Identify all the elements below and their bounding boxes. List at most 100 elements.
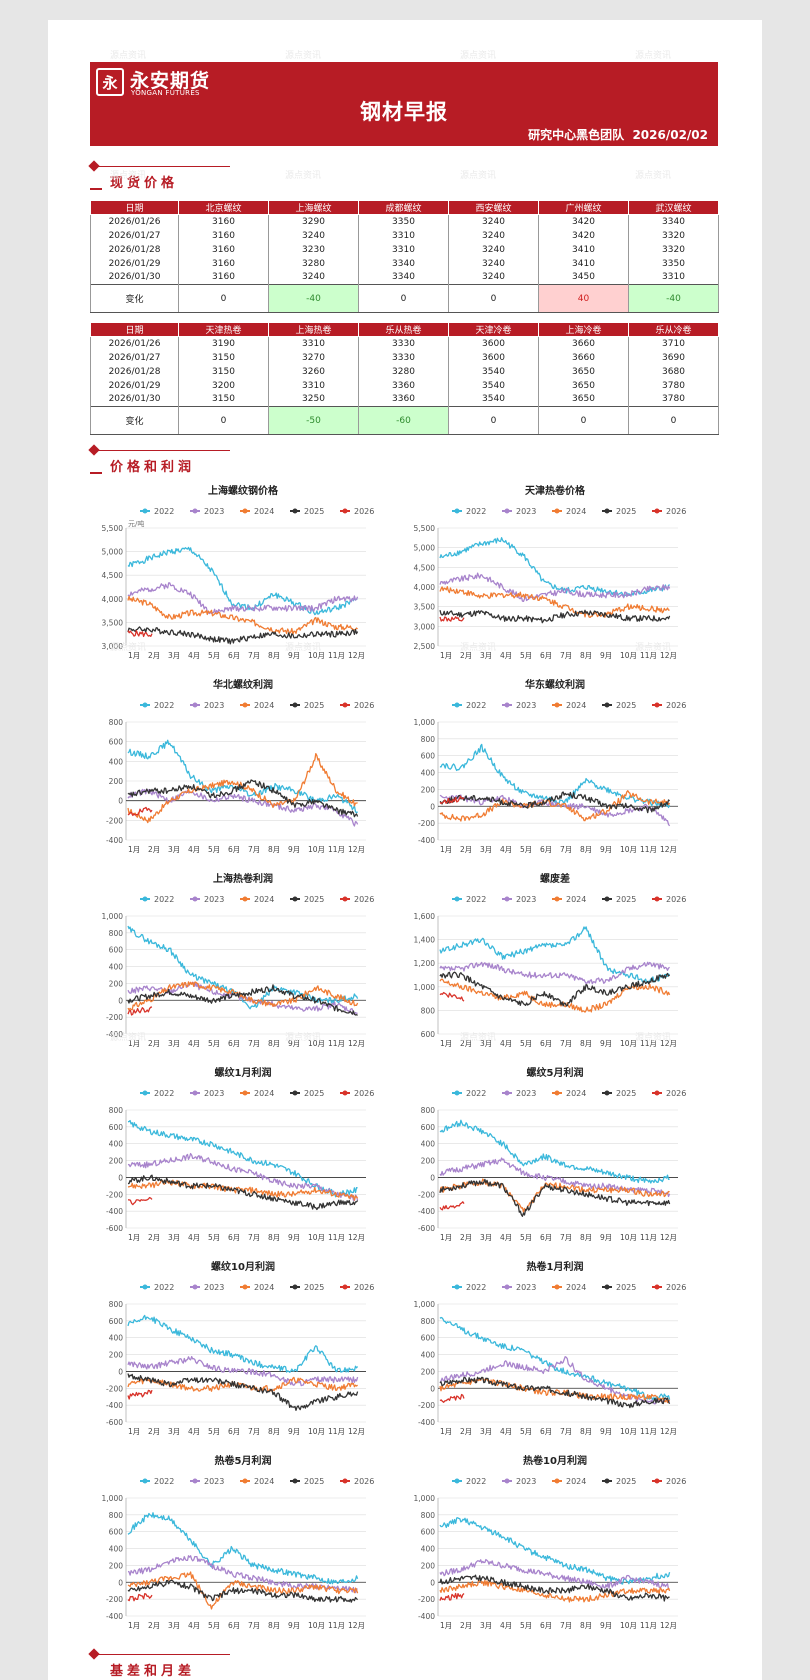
y-tick-label: 400 <box>109 1140 124 1149</box>
x-tick-label: 8月 <box>580 845 592 854</box>
series-line-2025 <box>439 609 671 624</box>
x-tick-label: 3月 <box>168 1427 180 1436</box>
chart-title: 螺纹5月利润 <box>527 1066 584 1079</box>
x-tick-label: 5月 <box>208 1233 220 1242</box>
y-tick-label: -400 <box>418 836 435 845</box>
table-cell: 2026/01/28 <box>90 364 179 379</box>
x-tick-label: 8月 <box>580 1039 592 1048</box>
y-tick-label: 1,400 <box>414 936 436 945</box>
x-tick-label: 2月 <box>148 651 160 660</box>
y-tick-label: -600 <box>106 1418 123 1427</box>
legend-label: 2023 <box>516 507 536 516</box>
change-cell: 0 <box>178 284 269 313</box>
x-tick-label: 9月 <box>288 1427 300 1436</box>
x-tick-label: 7月 <box>560 845 572 854</box>
table-cell: 3240 <box>448 256 539 271</box>
legend-marker <box>192 896 198 902</box>
legend-marker <box>242 508 248 514</box>
legend-marker <box>342 1090 348 1096</box>
series-line-2026 <box>127 806 153 817</box>
x-tick-label: 6月 <box>228 651 240 660</box>
y-tick-label: 200 <box>421 1367 436 1376</box>
watermark-logo: 源点资讯 <box>635 171 672 181</box>
x-tick-label: 11月 <box>328 1039 345 1048</box>
x-tick-label: 6月 <box>228 845 240 854</box>
x-tick-label: 12月 <box>348 1233 365 1242</box>
rebar-price-table: 日期 北京螺纹 上海螺纹 成都螺纹 西安螺纹 广州螺纹 武汉螺纹 2026/01/26 3160… <box>90 200 719 313</box>
x-tick-label: 5月 <box>208 845 220 854</box>
legend-marker <box>454 508 460 514</box>
x-tick-label: 2月 <box>460 1427 472 1436</box>
x-tick-label: 2月 <box>148 1621 160 1630</box>
x-tick-label: 1月 <box>128 1427 140 1436</box>
table-row: 2026/01/26 3160 3290 3350 3240 3420 3340 <box>90 214 719 229</box>
table-header-cell: 乐从冷卷 <box>628 322 719 337</box>
y-tick-label: -400 <box>106 836 123 845</box>
y-tick-label: 0 <box>430 802 435 811</box>
legend-label: 2024 <box>254 701 274 710</box>
change-cell: 40 <box>538 284 629 313</box>
logo-en-text: YONGAN FUTURES <box>131 89 200 97</box>
coil-price-table: 日期 天津热卷 上海热卷 乐从热卷 天津冷卷 上海冷卷 乐从冷卷 2026/01/26 3190… <box>90 322 719 435</box>
chart-svg: 热卷10月利润 2022 2023 2024 2025 2026 1,000 800 600 40… <box>414 1454 687 1630</box>
chart-svg: 螺废差 2022 2023 2024 2025 2026 1,600 1,400 1,200 1,… <box>414 872 687 1048</box>
table-row: 2026/01/27 3160 3240 3310 3240 3420 3320 <box>90 228 719 243</box>
x-tick-label: 2月 <box>460 1039 472 1048</box>
report-subtitle: 研究中心黑色团队 2026/02/02 <box>528 126 708 143</box>
table-cell: 3340 <box>358 256 449 271</box>
legend-label: 2024 <box>566 895 586 904</box>
chart-title: 上海热卷利润 <box>213 872 273 885</box>
y-tick-label: -600 <box>106 1224 123 1233</box>
y-tick-label: 3,000 <box>102 642 124 651</box>
y-tick-label: 1,000 <box>414 1300 436 1309</box>
x-tick-label: 5月 <box>520 1427 532 1436</box>
table-cell: 3360 <box>358 392 449 407</box>
legend-marker <box>292 1090 298 1096</box>
legend-marker <box>604 1478 610 1484</box>
x-tick-label: 1月 <box>128 651 140 660</box>
y-tick-label: 800 <box>421 1317 436 1326</box>
table-header-cell: 天津冷卷 <box>448 322 539 337</box>
x-tick-label: 6月 <box>540 1039 552 1048</box>
legend-marker <box>504 896 510 902</box>
x-tick-label: 3月 <box>168 1233 180 1242</box>
table-cell: 3310 <box>358 242 449 257</box>
x-tick-label: 7月 <box>560 1427 572 1436</box>
table-cell: 3260 <box>268 364 359 379</box>
y-tick-label: -200 <box>418 1190 435 1199</box>
x-tick-label: 9月 <box>600 1233 612 1242</box>
y-tick-label: 5,000 <box>102 548 124 557</box>
legend-label: 2025 <box>616 895 636 904</box>
x-tick-label: 6月 <box>540 1233 552 1242</box>
legend-marker <box>504 508 510 514</box>
x-tick-label: 11月 <box>640 845 657 854</box>
y-tick-label: -200 <box>106 1190 123 1199</box>
change-cell: -50 <box>268 406 359 435</box>
x-tick-label: 2月 <box>460 1233 472 1242</box>
watermark-logo: 源点资讯 <box>110 1033 147 1043</box>
x-tick-label: 10月 <box>308 1233 325 1242</box>
table-cell: 3160 <box>178 256 269 271</box>
series-line-2024 <box>127 981 359 1011</box>
y-tick-label: 800 <box>421 1006 436 1015</box>
legend-marker <box>504 1478 510 1484</box>
y-tick-label: 4,500 <box>102 571 124 580</box>
y-tick-label: 1,600 <box>414 912 436 921</box>
y-tick-label: 4,000 <box>414 583 436 592</box>
legend-label: 2023 <box>204 895 224 904</box>
y-tick-label: 1,000 <box>102 912 124 921</box>
legend-label: 2026 <box>666 895 686 904</box>
legend-marker <box>142 1090 148 1096</box>
series-line-2023 <box>439 572 671 603</box>
legend-label: 2024 <box>254 507 274 516</box>
table-cell: 3540 <box>448 378 539 393</box>
y-tick-label: 4,000 <box>102 595 124 604</box>
legend-label: 2022 <box>466 1477 486 1486</box>
legend-label: 2025 <box>304 701 324 710</box>
series-line-2023 <box>439 1157 671 1198</box>
line-chart: 螺纹5月利润 2022 2023 2024 2025 2026 800 600 400 200 0 -… <box>410 1064 700 1250</box>
legend-marker <box>504 702 510 708</box>
legend-label: 2022 <box>154 701 174 710</box>
x-tick-label: 8月 <box>580 1427 592 1436</box>
y-tick-label: 600 <box>421 1528 436 1537</box>
